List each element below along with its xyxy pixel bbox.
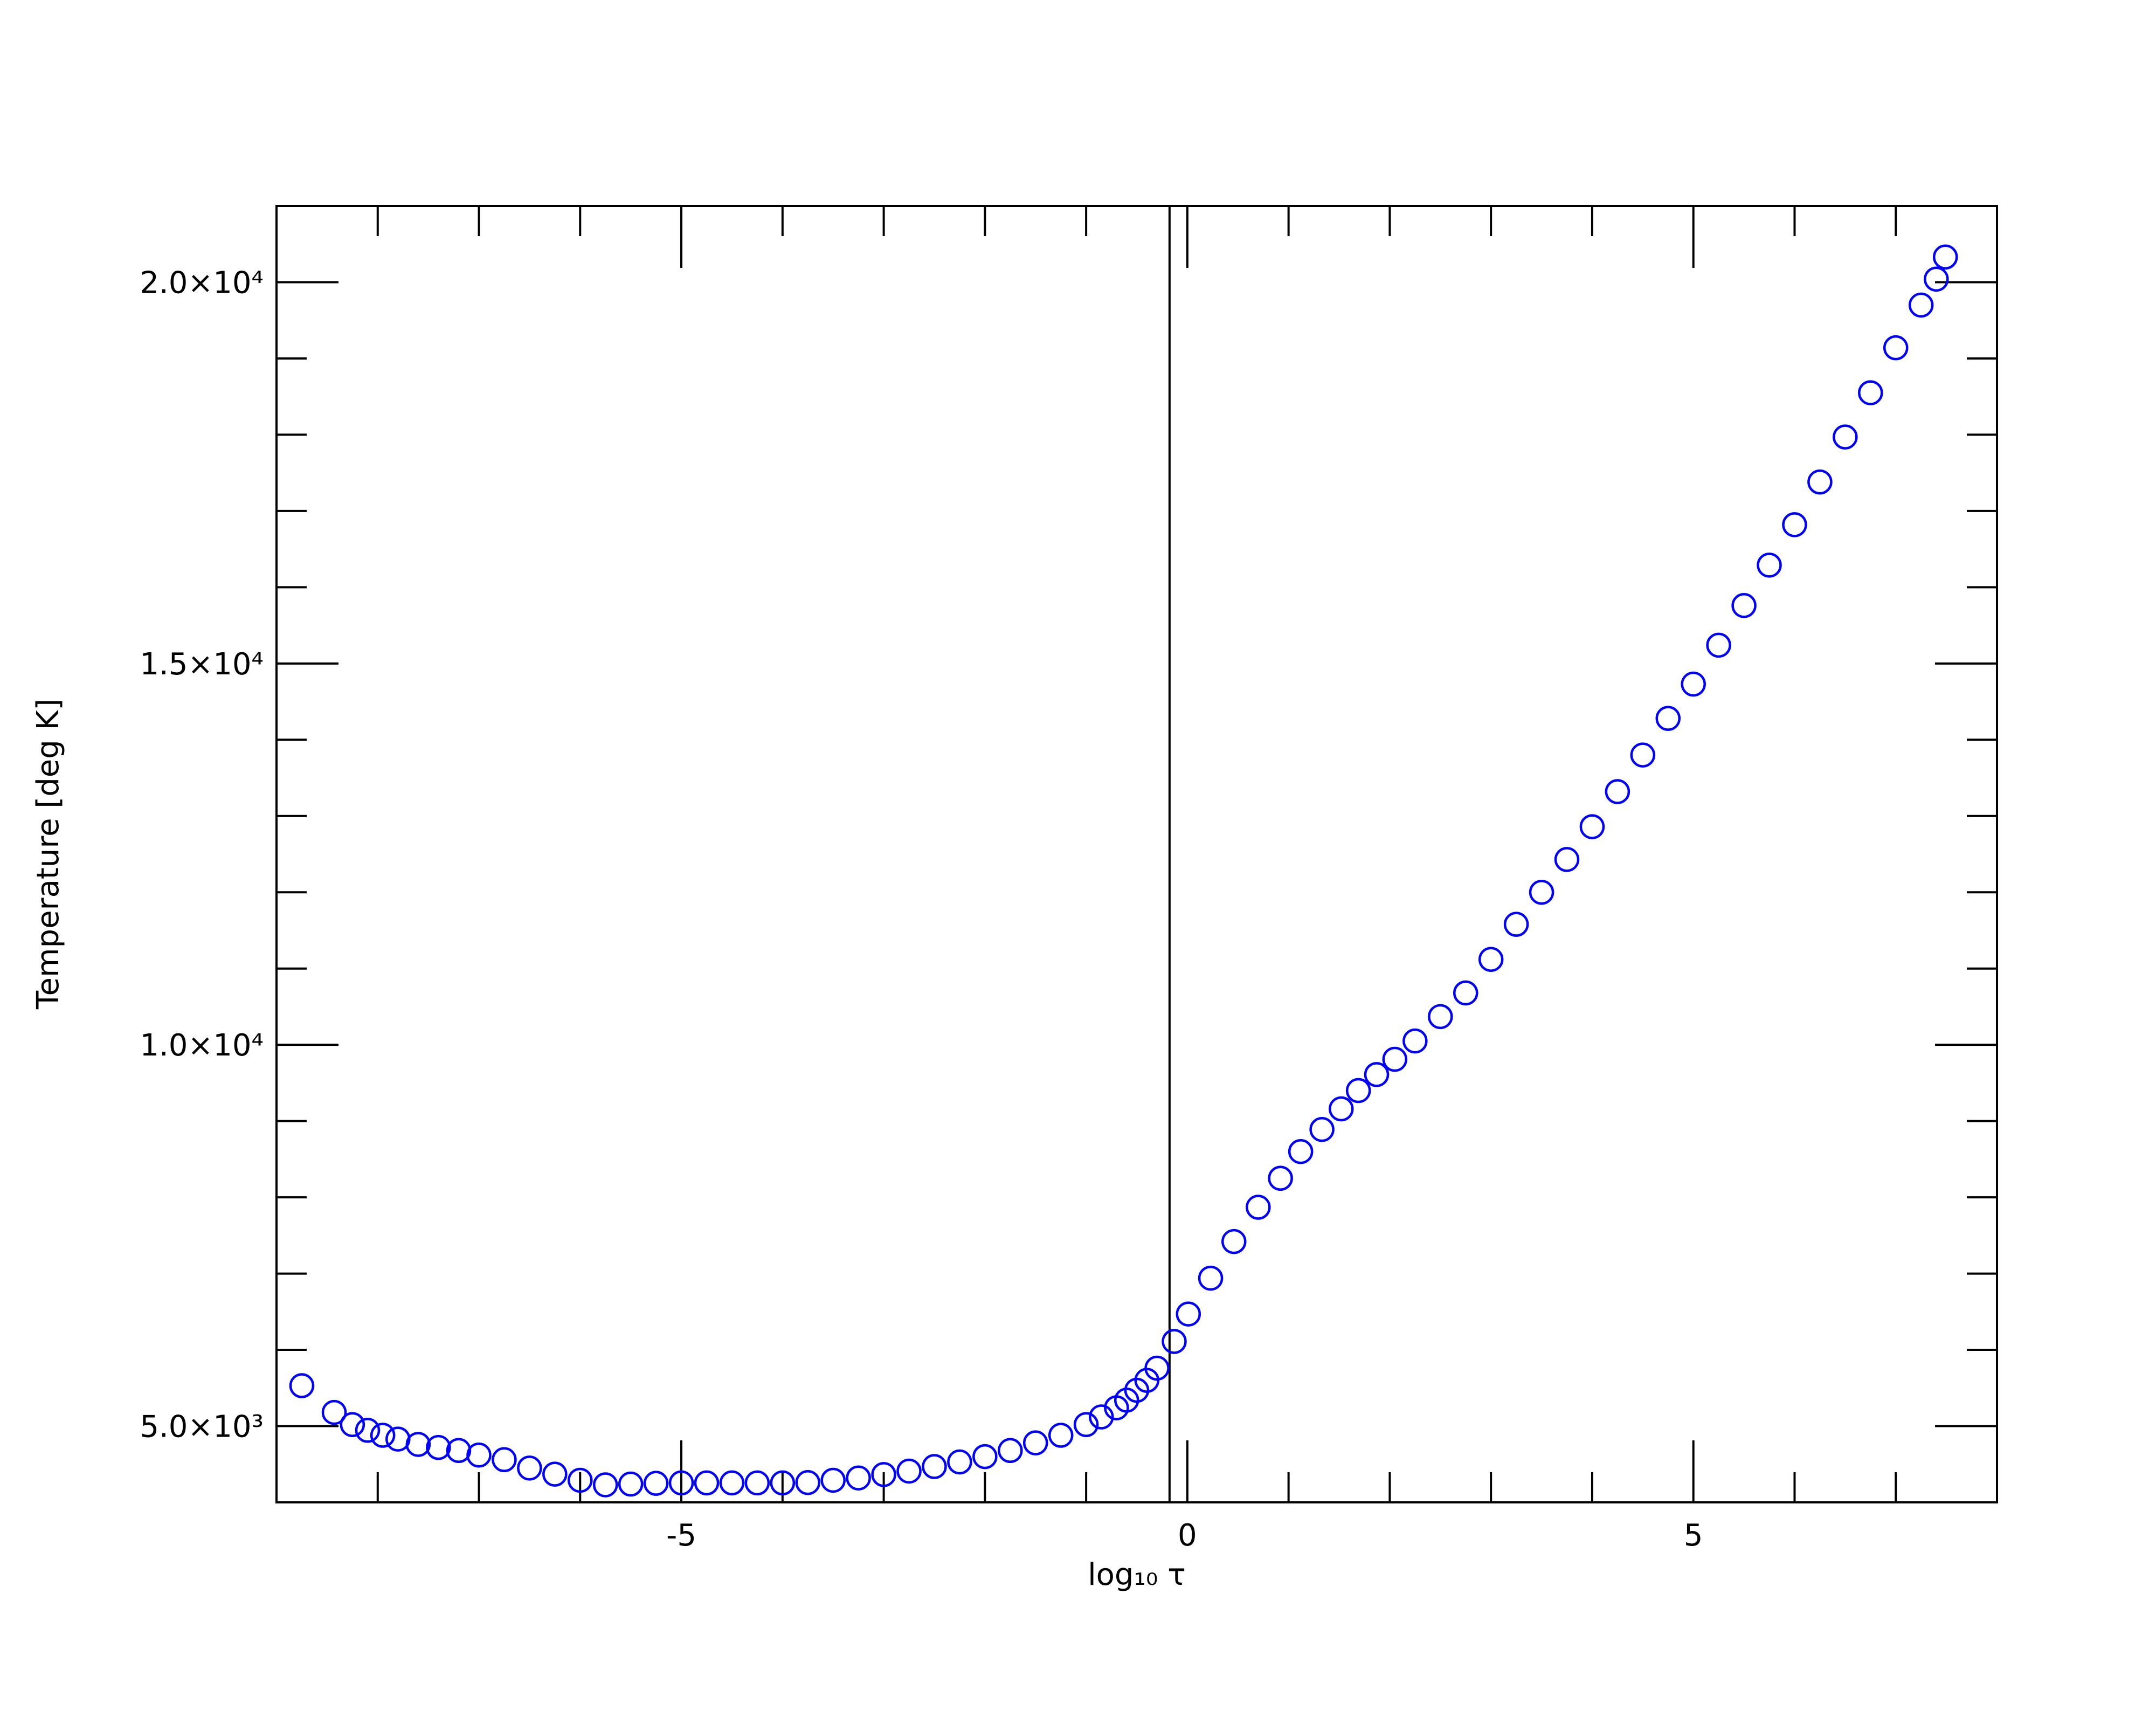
data-point [1554,847,1580,872]
data-point [321,1399,347,1425]
data-point [568,1467,593,1493]
data-point [1176,1301,1201,1327]
data-point [405,1432,431,1457]
x-tick-label: -5 [666,1518,696,1553]
data-point [1655,706,1681,731]
data-point [1382,1046,1408,1072]
data-point [1453,980,1478,1006]
data-point [1681,671,1706,697]
data-point [1268,1165,1293,1191]
data-point [1364,1062,1390,1087]
data-point [1858,380,1883,405]
y-tick-label: 2.0×10⁴ [140,265,264,300]
data-point [770,1470,796,1496]
data-point [795,1469,821,1495]
data-point [694,1470,720,1496]
data-point [744,1470,770,1496]
data-point [1731,593,1757,618]
data-point [1630,742,1656,768]
data-point [1089,1404,1114,1430]
data-point [922,1454,947,1479]
data-point [492,1447,517,1473]
data-point [340,1412,365,1437]
data-point [1605,779,1630,804]
data-point [1345,1078,1371,1103]
data-point [1579,814,1605,839]
data-point [1246,1195,1271,1220]
data-point [355,1418,381,1443]
data-point [846,1465,871,1491]
data-point [972,1444,998,1469]
data-point [446,1438,472,1464]
data-point [1932,244,1958,270]
data-point [1309,1116,1335,1142]
data-point [1198,1265,1224,1291]
x-tick-label: 5 [1684,1518,1703,1553]
data-point [517,1455,542,1481]
data-point [1288,1138,1314,1164]
data-point [719,1470,745,1496]
data-point [370,1423,396,1448]
data-point [1807,469,1833,495]
data-point [1883,335,1909,361]
data-point [998,1438,1023,1464]
data-point [1402,1028,1428,1054]
plot-frame [275,205,1998,1503]
x-axis-label: log₁₀ τ [1088,1557,1186,1592]
data-point [289,1373,315,1398]
data-point [1428,1004,1453,1030]
data-point [871,1462,896,1487]
data-point [618,1471,644,1497]
data-point [592,1472,618,1498]
data-point [1144,1355,1170,1381]
y-tick-label: 1.0×10⁴ [140,1028,264,1063]
data-point [1908,292,1934,318]
data-point [1529,879,1554,905]
data-point [1757,553,1782,578]
data-point [1503,912,1529,937]
y-tick-label: 5.0×10³ [140,1410,264,1445]
data-point [1706,632,1731,658]
data-point [1478,947,1504,972]
y-tick-label: 1.5×10⁴ [140,647,264,682]
data-point [668,1470,694,1496]
data-point [1833,424,1858,450]
data-point [820,1467,846,1493]
data-point [643,1471,669,1496]
y-axis-label: Temperature [deg K] [31,699,66,1010]
data-point [1048,1423,1074,1448]
data-point [466,1443,492,1468]
data-point [1329,1096,1354,1122]
data-point [1924,266,1949,292]
data-point [896,1458,922,1484]
data-point [1073,1412,1099,1437]
data-point [542,1461,568,1487]
data-point [1221,1229,1247,1254]
data-point [426,1434,451,1460]
x-tick-label: 0 [1178,1518,1197,1553]
data-point [1782,512,1807,537]
data-point [1162,1329,1187,1354]
data-point [1022,1430,1048,1455]
data-point [947,1449,972,1475]
